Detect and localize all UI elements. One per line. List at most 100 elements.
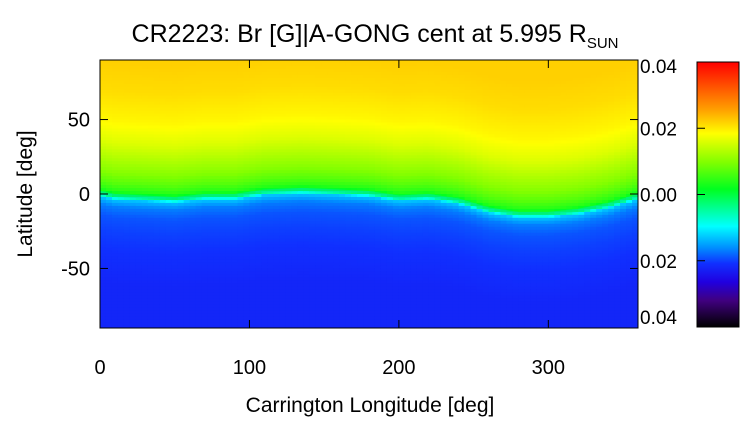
heat-cell [279,134,286,139]
heat-cell [165,89,173,94]
heat-cell [195,271,203,275]
heat-cell [363,208,370,213]
heat-cell [303,110,310,115]
heat-cell [267,229,274,234]
heat-cell [410,316,418,320]
heat-cell [357,217,364,222]
heat-cell [189,196,197,201]
heat-cell [249,196,257,201]
heat-cell [117,322,125,326]
heat-cell [369,229,376,234]
heat-cell [386,92,394,97]
heat-cell [351,116,358,121]
heat-cell [105,232,113,237]
heat-cell [159,161,167,165]
heat-cell [279,319,286,323]
heat-cell [327,280,334,284]
heat-cell [422,238,430,243]
heat-cell [153,202,161,207]
heat-cell [351,214,358,219]
heat-cell [315,256,322,261]
heat-cell [261,191,268,195]
heat-cell [153,98,161,103]
heat-cell [315,134,322,139]
heat-cell [261,322,268,326]
heat-cell [123,292,131,296]
heat-cell [177,95,185,100]
heat-cell [141,283,149,287]
heat-cell [345,113,352,118]
heat-cell [105,179,113,183]
heat-cell [111,125,119,130]
heat-cell [267,191,274,195]
heat-cell [351,250,358,255]
heat-cell [285,155,292,159]
heat-cell [351,247,358,252]
heat-cell [333,235,340,240]
heat-cell [183,89,191,94]
heat-cell [201,322,209,326]
heat-cell [333,238,340,243]
heat-cell [369,319,376,323]
heat-cell [416,268,424,273]
heat-cell [374,286,382,290]
heat-cell [243,211,251,216]
heat-cell [315,313,322,317]
heat-cell [201,238,209,243]
heat-cell [153,322,161,326]
heat-cell [201,247,209,252]
heat-cell [363,137,370,141]
heat-cell [285,295,292,299]
heat-cell [195,188,203,192]
heat-cell [363,199,370,204]
heat-cell [195,256,203,261]
heat-cell [141,149,149,153]
heat-cell [249,271,257,275]
heat-cell [297,256,304,261]
heat-cell [243,110,251,115]
heat-cell [255,268,262,273]
heat-cell [165,253,173,258]
heat-cell [237,92,245,97]
heat-cell [380,226,388,231]
heat-cell [374,226,382,231]
heat-cell [159,71,167,76]
heat-cell [249,185,257,189]
heat-cell [255,316,262,320]
heat-cell [117,68,125,73]
heat-cell [183,179,191,183]
heat-cell [100,161,107,165]
heat-cell [231,304,239,308]
heat-cell [165,292,173,296]
heat-cell [351,313,358,317]
heat-cell [237,167,245,171]
heat-cell [255,250,262,255]
heat-cell [327,259,334,264]
heat-cell [410,125,418,130]
heat-cell [237,125,245,130]
heat-cell [207,170,215,174]
heat-cell [291,253,298,258]
heat-cell [416,316,424,320]
heat-cell [117,292,125,296]
heat-cell [189,217,197,222]
heat-cell [201,217,209,222]
heat-cell [410,295,418,299]
heat-cell [303,77,310,82]
heat-cell [213,131,221,136]
heat-cell [249,71,257,76]
heat-cell [255,80,262,85]
heat-cell [249,101,257,106]
heat-cell [357,188,364,192]
heat-cell [327,244,334,249]
heat-cell [267,265,274,270]
heat-cell [177,241,185,246]
heat-cell [374,179,382,183]
heat-cell [363,217,370,222]
heat-cell [327,137,334,141]
heat-cell [231,68,239,73]
heat-cell [297,229,304,234]
heat-cell [285,280,292,284]
heat-cell [153,104,161,109]
heat-cell [273,173,280,177]
